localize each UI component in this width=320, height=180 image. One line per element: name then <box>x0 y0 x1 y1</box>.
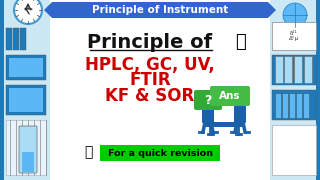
Text: FTIR: FTIR <box>129 71 171 89</box>
Circle shape <box>235 100 245 110</box>
FancyBboxPatch shape <box>194 90 222 110</box>
FancyBboxPatch shape <box>297 93 302 118</box>
FancyBboxPatch shape <box>294 57 302 84</box>
FancyBboxPatch shape <box>9 58 43 77</box>
FancyBboxPatch shape <box>270 0 320 180</box>
FancyBboxPatch shape <box>9 88 43 112</box>
FancyBboxPatch shape <box>22 152 34 172</box>
Text: HPLC, GC, UV,: HPLC, GC, UV, <box>85 56 215 74</box>
Text: ?: ? <box>204 93 212 107</box>
FancyBboxPatch shape <box>202 106 214 123</box>
FancyBboxPatch shape <box>283 93 289 118</box>
FancyBboxPatch shape <box>6 28 12 50</box>
FancyBboxPatch shape <box>272 90 316 120</box>
FancyBboxPatch shape <box>205 122 243 127</box>
FancyBboxPatch shape <box>234 106 246 123</box>
FancyBboxPatch shape <box>242 93 246 105</box>
FancyBboxPatch shape <box>6 120 46 175</box>
FancyBboxPatch shape <box>19 126 37 173</box>
FancyBboxPatch shape <box>284 57 292 84</box>
Text: 👍: 👍 <box>235 33 245 51</box>
Circle shape <box>203 100 213 110</box>
Text: For a quick revision: For a quick revision <box>108 148 212 158</box>
Circle shape <box>283 3 307 27</box>
FancyBboxPatch shape <box>0 0 4 180</box>
FancyBboxPatch shape <box>210 86 250 106</box>
FancyBboxPatch shape <box>303 93 309 118</box>
FancyBboxPatch shape <box>20 28 26 50</box>
Text: Ans: Ans <box>219 91 241 101</box>
FancyBboxPatch shape <box>276 93 282 118</box>
Text: KF & SOR: KF & SOR <box>105 87 195 105</box>
FancyBboxPatch shape <box>272 125 316 175</box>
FancyBboxPatch shape <box>202 93 206 105</box>
FancyBboxPatch shape <box>272 22 316 50</box>
Text: Principle of: Principle of <box>87 33 212 51</box>
Circle shape <box>14 0 42 24</box>
Polygon shape <box>44 2 276 18</box>
FancyBboxPatch shape <box>6 55 46 80</box>
FancyBboxPatch shape <box>0 0 50 180</box>
FancyBboxPatch shape <box>316 0 320 180</box>
FancyBboxPatch shape <box>13 28 19 50</box>
Text: Principle of Instrument: Principle of Instrument <box>92 5 228 15</box>
FancyBboxPatch shape <box>276 57 284 84</box>
FancyBboxPatch shape <box>6 85 46 115</box>
Text: 👉: 👉 <box>84 145 92 159</box>
Text: δ¹¹
Δ°μ: δ¹¹ Δ°μ <box>289 31 299 41</box>
FancyBboxPatch shape <box>272 55 316 85</box>
FancyBboxPatch shape <box>305 57 313 84</box>
FancyBboxPatch shape <box>290 93 295 118</box>
FancyBboxPatch shape <box>100 145 220 161</box>
